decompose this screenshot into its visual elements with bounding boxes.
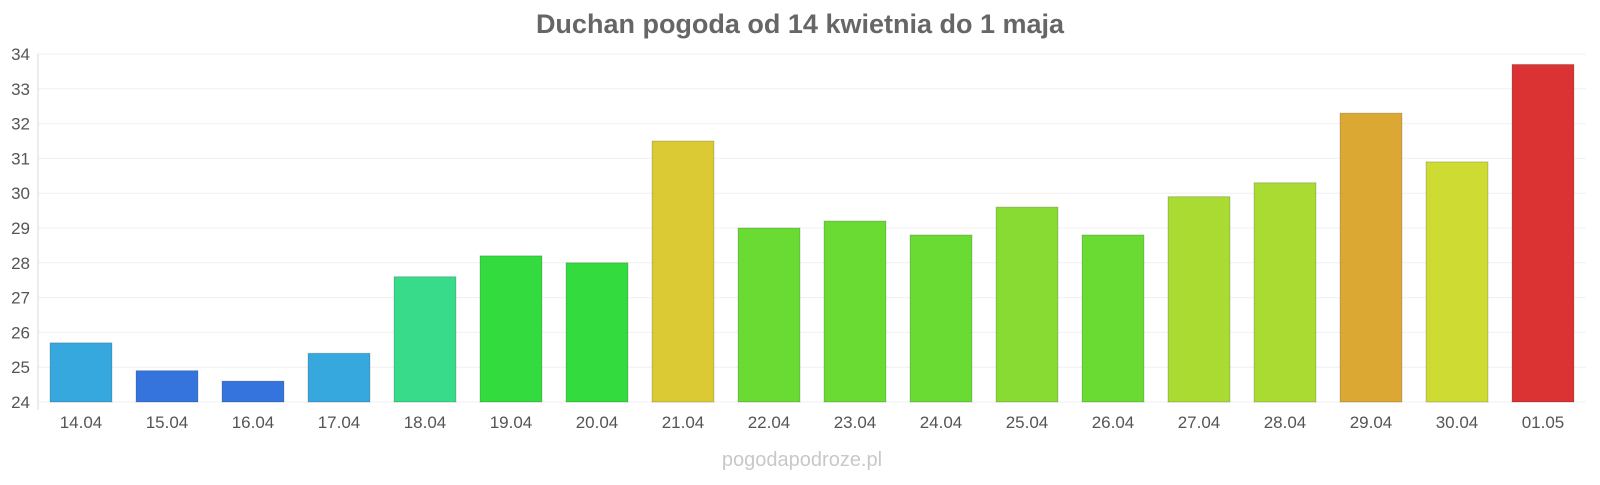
x-tick-label: 24.04 [920,413,963,432]
x-tick-label: 26.04 [1092,413,1135,432]
x-tick-label: 16.04 [232,413,275,432]
x-tick-label: 30.04 [1436,413,1479,432]
y-tick-label: 29 [11,219,30,238]
bar [1425,161,1489,403]
chart-title: Duchan pogoda od 14 kwietnia do 1 maja [536,9,1065,39]
y-tick-label: 25 [11,358,30,377]
watermark-text: pogodapodroze.pl [722,449,882,471]
bar [1511,63,1575,403]
x-tick-label: 14.04 [60,413,103,432]
y-tick-label: 24 [11,393,30,412]
y-tick-label: 28 [11,254,30,273]
x-tick-label: 18.04 [404,413,447,432]
y-tick-label: 30 [11,184,30,203]
bar [49,342,113,403]
bar [479,255,543,403]
bar [221,380,285,403]
bar [651,140,715,403]
bar [1339,112,1403,403]
x-tick-label: 29.04 [1350,413,1393,432]
bar [1081,234,1145,403]
tick-labels: 24 25 26 27 28 29 30 31 32 33 34 14.04 15.04 16.04 17.… [11,45,1564,432]
x-tick-label: 20.04 [576,413,619,432]
y-tick-label: 31 [11,149,30,168]
x-tick-label: 21.04 [662,413,705,432]
bar [1167,196,1231,403]
bar [1253,182,1317,403]
y-tick-label: 33 [11,80,30,99]
x-tick-label: 22.04 [748,413,791,432]
x-tick-label: 15.04 [146,413,189,432]
x-tick-label: 19.04 [490,413,533,432]
x-tick-label: 27.04 [1178,413,1221,432]
y-tick-label: 26 [11,323,30,342]
bar [307,352,371,403]
bar [565,262,629,403]
bar [135,370,199,403]
bar [909,234,973,403]
x-tick-label: 01.05 [1522,413,1565,432]
grid-lines [38,53,1586,403]
x-tick-label: 25.04 [1006,413,1049,432]
x-tick-label: 23.04 [834,413,877,432]
bars [49,63,1575,403]
bar [995,206,1059,403]
bar [393,276,457,403]
bar [823,220,887,403]
y-tick-label: 32 [11,115,30,134]
x-tick-label: 17.04 [318,413,361,432]
x-tick-label: 28.04 [1264,413,1307,432]
y-tick-label: 27 [11,289,30,308]
bar [737,227,801,403]
y-tick-label: 34 [11,45,30,64]
